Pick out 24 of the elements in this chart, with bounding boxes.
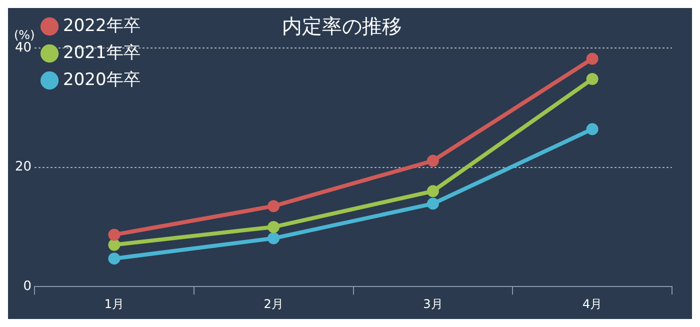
point bbox=[426, 198, 439, 210]
x-tick-label: 3月 bbox=[423, 296, 443, 311]
legend-label: 2020年卒 bbox=[63, 70, 140, 90]
x-tick-label: 2月 bbox=[264, 296, 284, 311]
point bbox=[426, 185, 439, 198]
point bbox=[108, 238, 120, 251]
point bbox=[268, 232, 280, 244]
point bbox=[426, 154, 439, 167]
point bbox=[586, 73, 598, 86]
chart-title: 内定率の推移 bbox=[282, 14, 402, 38]
x-tick-label: 4月 bbox=[582, 296, 602, 311]
point bbox=[108, 228, 120, 241]
point bbox=[586, 123, 598, 136]
point bbox=[108, 252, 120, 265]
legend-label: 2021年卒 bbox=[63, 42, 140, 63]
legend-label: 2022年卒 bbox=[63, 16, 140, 36]
point bbox=[586, 52, 598, 65]
point bbox=[268, 220, 280, 233]
y-axis-title: (%) bbox=[14, 28, 35, 42]
y-tick-label: 0 bbox=[23, 278, 32, 294]
x-tick-label: 1月 bbox=[104, 296, 124, 311]
y-tick-label: 20 bbox=[14, 160, 32, 175]
point bbox=[268, 200, 280, 212]
y-tick-label: 40 bbox=[14, 40, 32, 56]
